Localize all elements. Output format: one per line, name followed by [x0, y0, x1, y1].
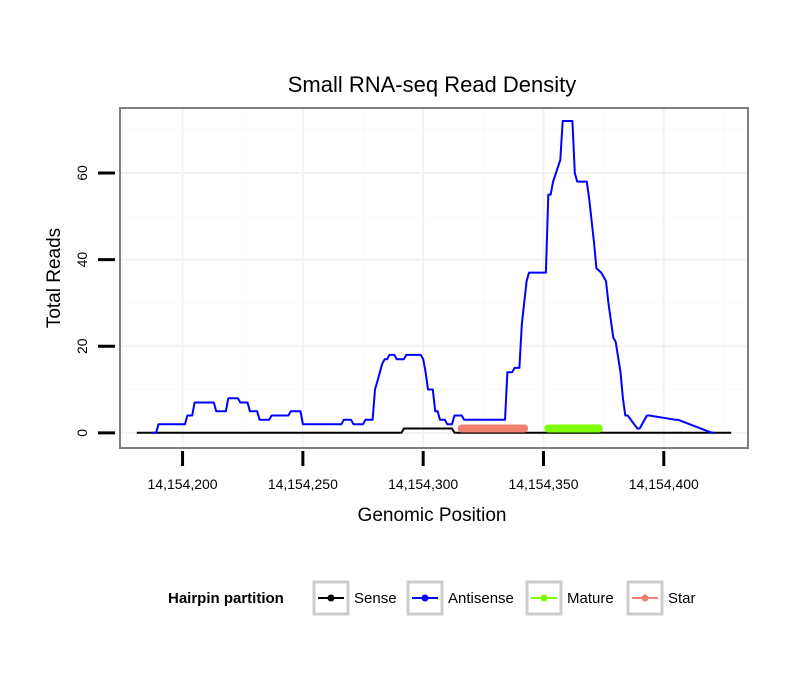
y-axis: 0 20 40 60: [74, 165, 115, 437]
x-tick-label: 14,154,200: [148, 476, 218, 492]
x-axis-title: Genomic Position: [358, 505, 507, 526]
chart-title: Small RNA-seq Read Density: [288, 72, 577, 97]
legend-dot-star: [641, 594, 649, 602]
series-line-sense: [136, 427, 732, 434]
legend-label-antisense: Antisense: [448, 590, 514, 607]
series-line-antisense: [151, 120, 715, 434]
legend-label-star: Star: [668, 590, 696, 607]
x-tick-label: 14,154,400: [629, 476, 699, 492]
legend-dot-sense: [327, 594, 335, 602]
legend-title: Hairpin partition: [168, 590, 284, 607]
series-layer: [136, 120, 732, 434]
y-axis-title: Total Reads: [44, 228, 65, 328]
x-tick-label: 14,154,250: [268, 476, 338, 492]
y-tick-label: 0: [74, 429, 90, 437]
legend-dot-mature: [540, 594, 548, 602]
minor-gridlines: [121, 109, 747, 447]
x-tick-label: 14,154,350: [508, 476, 578, 492]
y-tick-label: 60: [74, 165, 90, 181]
y-tick-label: 20: [74, 338, 90, 354]
legend: Hairpin partition Sense Antisense Mature St…: [168, 580, 696, 616]
legend-dot-antisense: [421, 594, 429, 602]
y-tick-label: 40: [74, 252, 90, 268]
x-tick-label: 14,154,300: [388, 476, 458, 492]
x-axis: 14,154,200 14,154,250 14,154,300 14,154,350…: [148, 451, 699, 492]
legend-label-sense: Sense: [354, 590, 397, 607]
legend-label-mature: Mature: [567, 590, 614, 607]
